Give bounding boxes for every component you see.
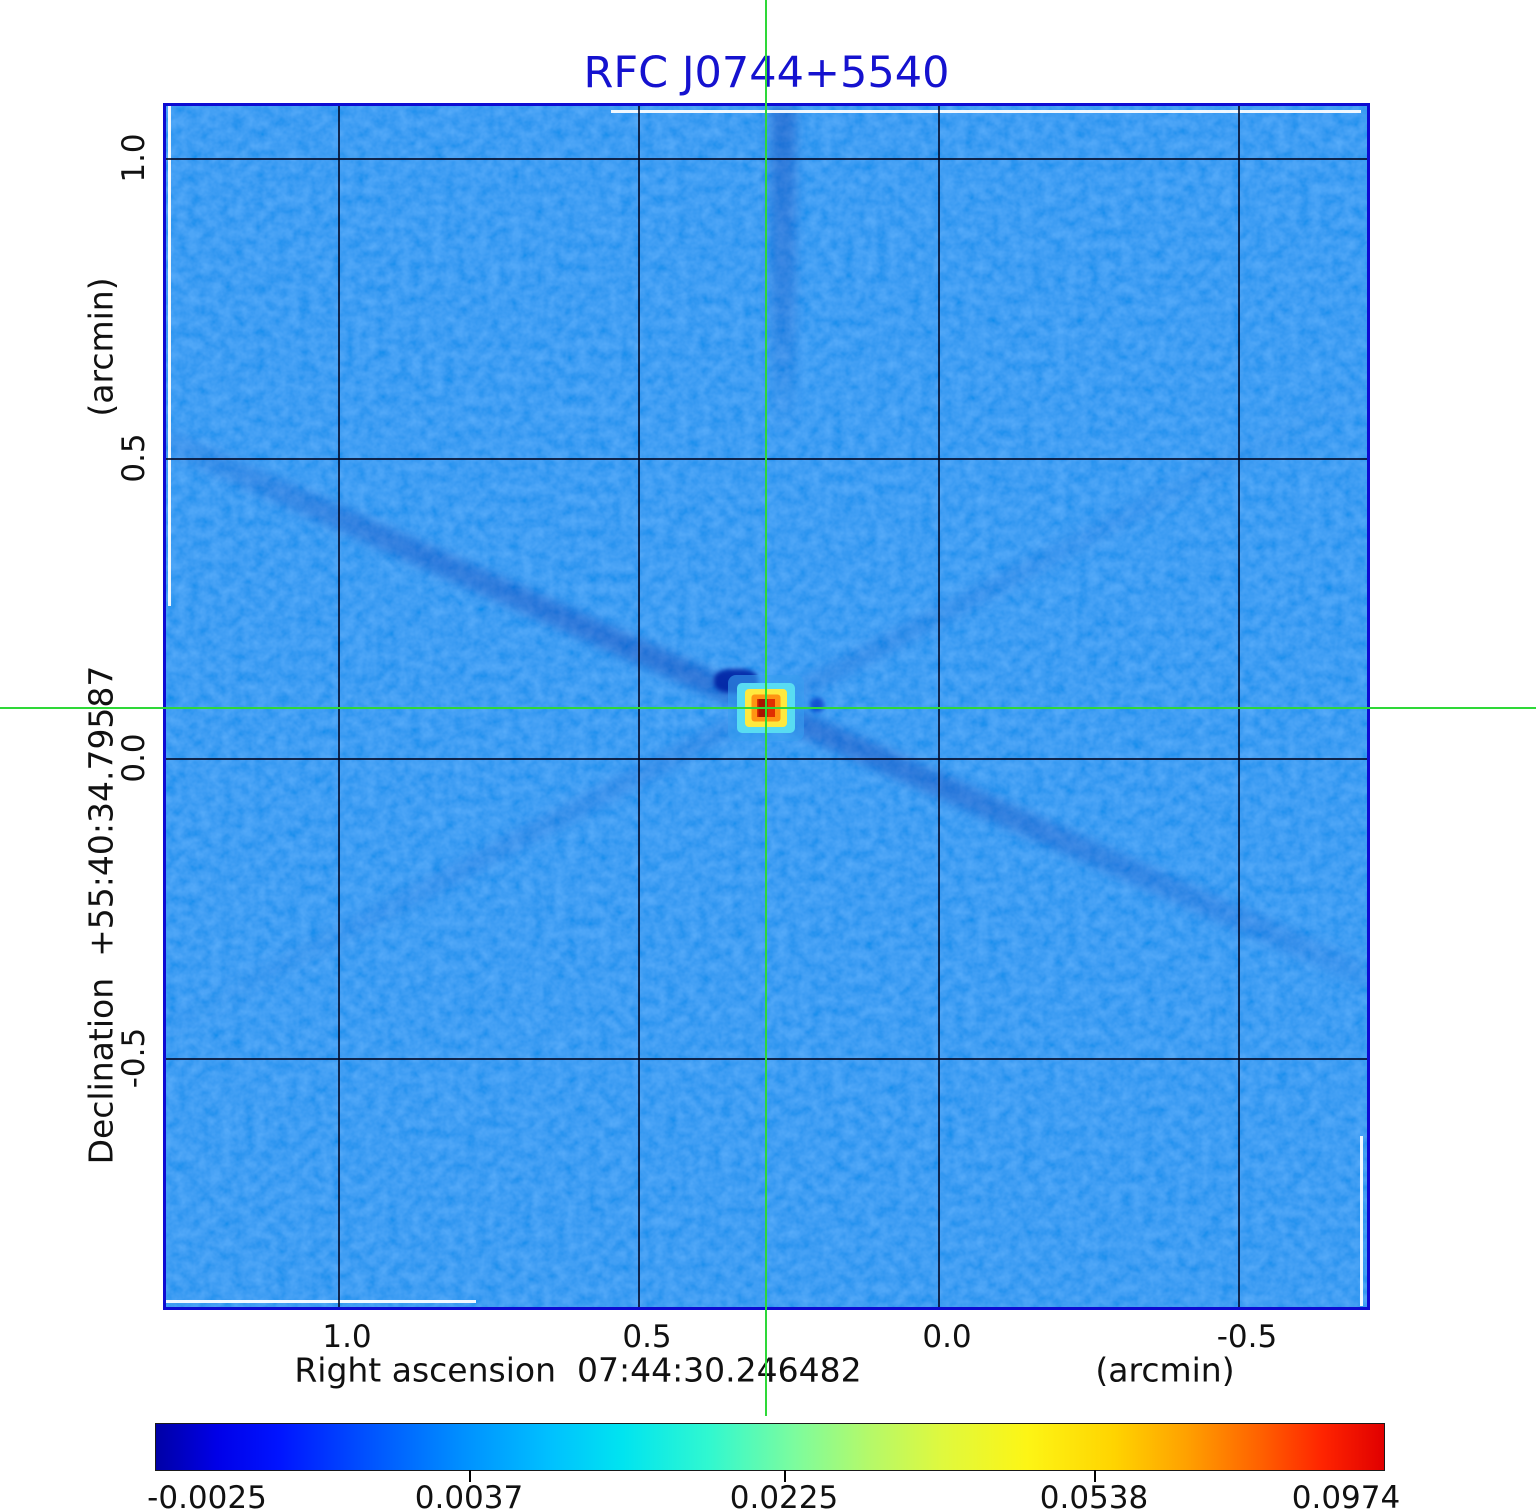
edge-artifact-left (168, 106, 171, 606)
colorbar (155, 1423, 1385, 1482)
x-tick-0: 1.0 (322, 1319, 372, 1355)
y-tick-2: 0.0 (116, 733, 152, 783)
negative-sidelobe-pixel (810, 698, 824, 712)
x-axis-unit: (arcmin) (1095, 1350, 1235, 1390)
grid-line-ra-0.0 (938, 106, 940, 1307)
grid-line-ra--0.5 (1238, 106, 1240, 1307)
colorbar-label-3: 0.0538 (1039, 1480, 1149, 1511)
colorbar-label-4: 0.0974 (1291, 1480, 1401, 1511)
colorbar-label-1: 0.0037 (414, 1480, 524, 1511)
grid-line-ra-0.5 (638, 106, 640, 1307)
y-tick-3: -0.5 (116, 1027, 152, 1089)
colorbar-label-2: 0.0225 (729, 1480, 839, 1511)
edge-artifact-bottom (166, 1300, 476, 1303)
x-tick-3: -0.5 (1216, 1319, 1278, 1355)
x-tick-1: 0.5 (622, 1319, 672, 1355)
crosshair-horizontal (0, 707, 1536, 709)
colorbar-tick-1 (469, 1470, 471, 1482)
edge-artifact-right (1360, 1136, 1363, 1306)
edge-artifact-top (611, 110, 1361, 113)
grid-line-ra-1.0 (338, 106, 340, 1307)
colorbar-label-0: -0.0025 (147, 1480, 267, 1511)
colorbar-tick-3 (1094, 1470, 1096, 1482)
page-title: RFC J0744+5540 (583, 48, 950, 98)
x-tick-2: 0.0 (922, 1319, 972, 1355)
x-axis-title: Right ascension 07:44:30.246482 (294, 1350, 862, 1390)
y-tick-1: 0.5 (116, 433, 152, 483)
y-axis-unit: (arcmin) (81, 277, 121, 417)
vertical-stripe (770, 106, 796, 436)
y-tick-0: 1.0 (116, 133, 152, 183)
y-axis-title: Declination +55:40:34.79587 (81, 665, 121, 1165)
colorbar-tick-2 (784, 1470, 786, 1482)
